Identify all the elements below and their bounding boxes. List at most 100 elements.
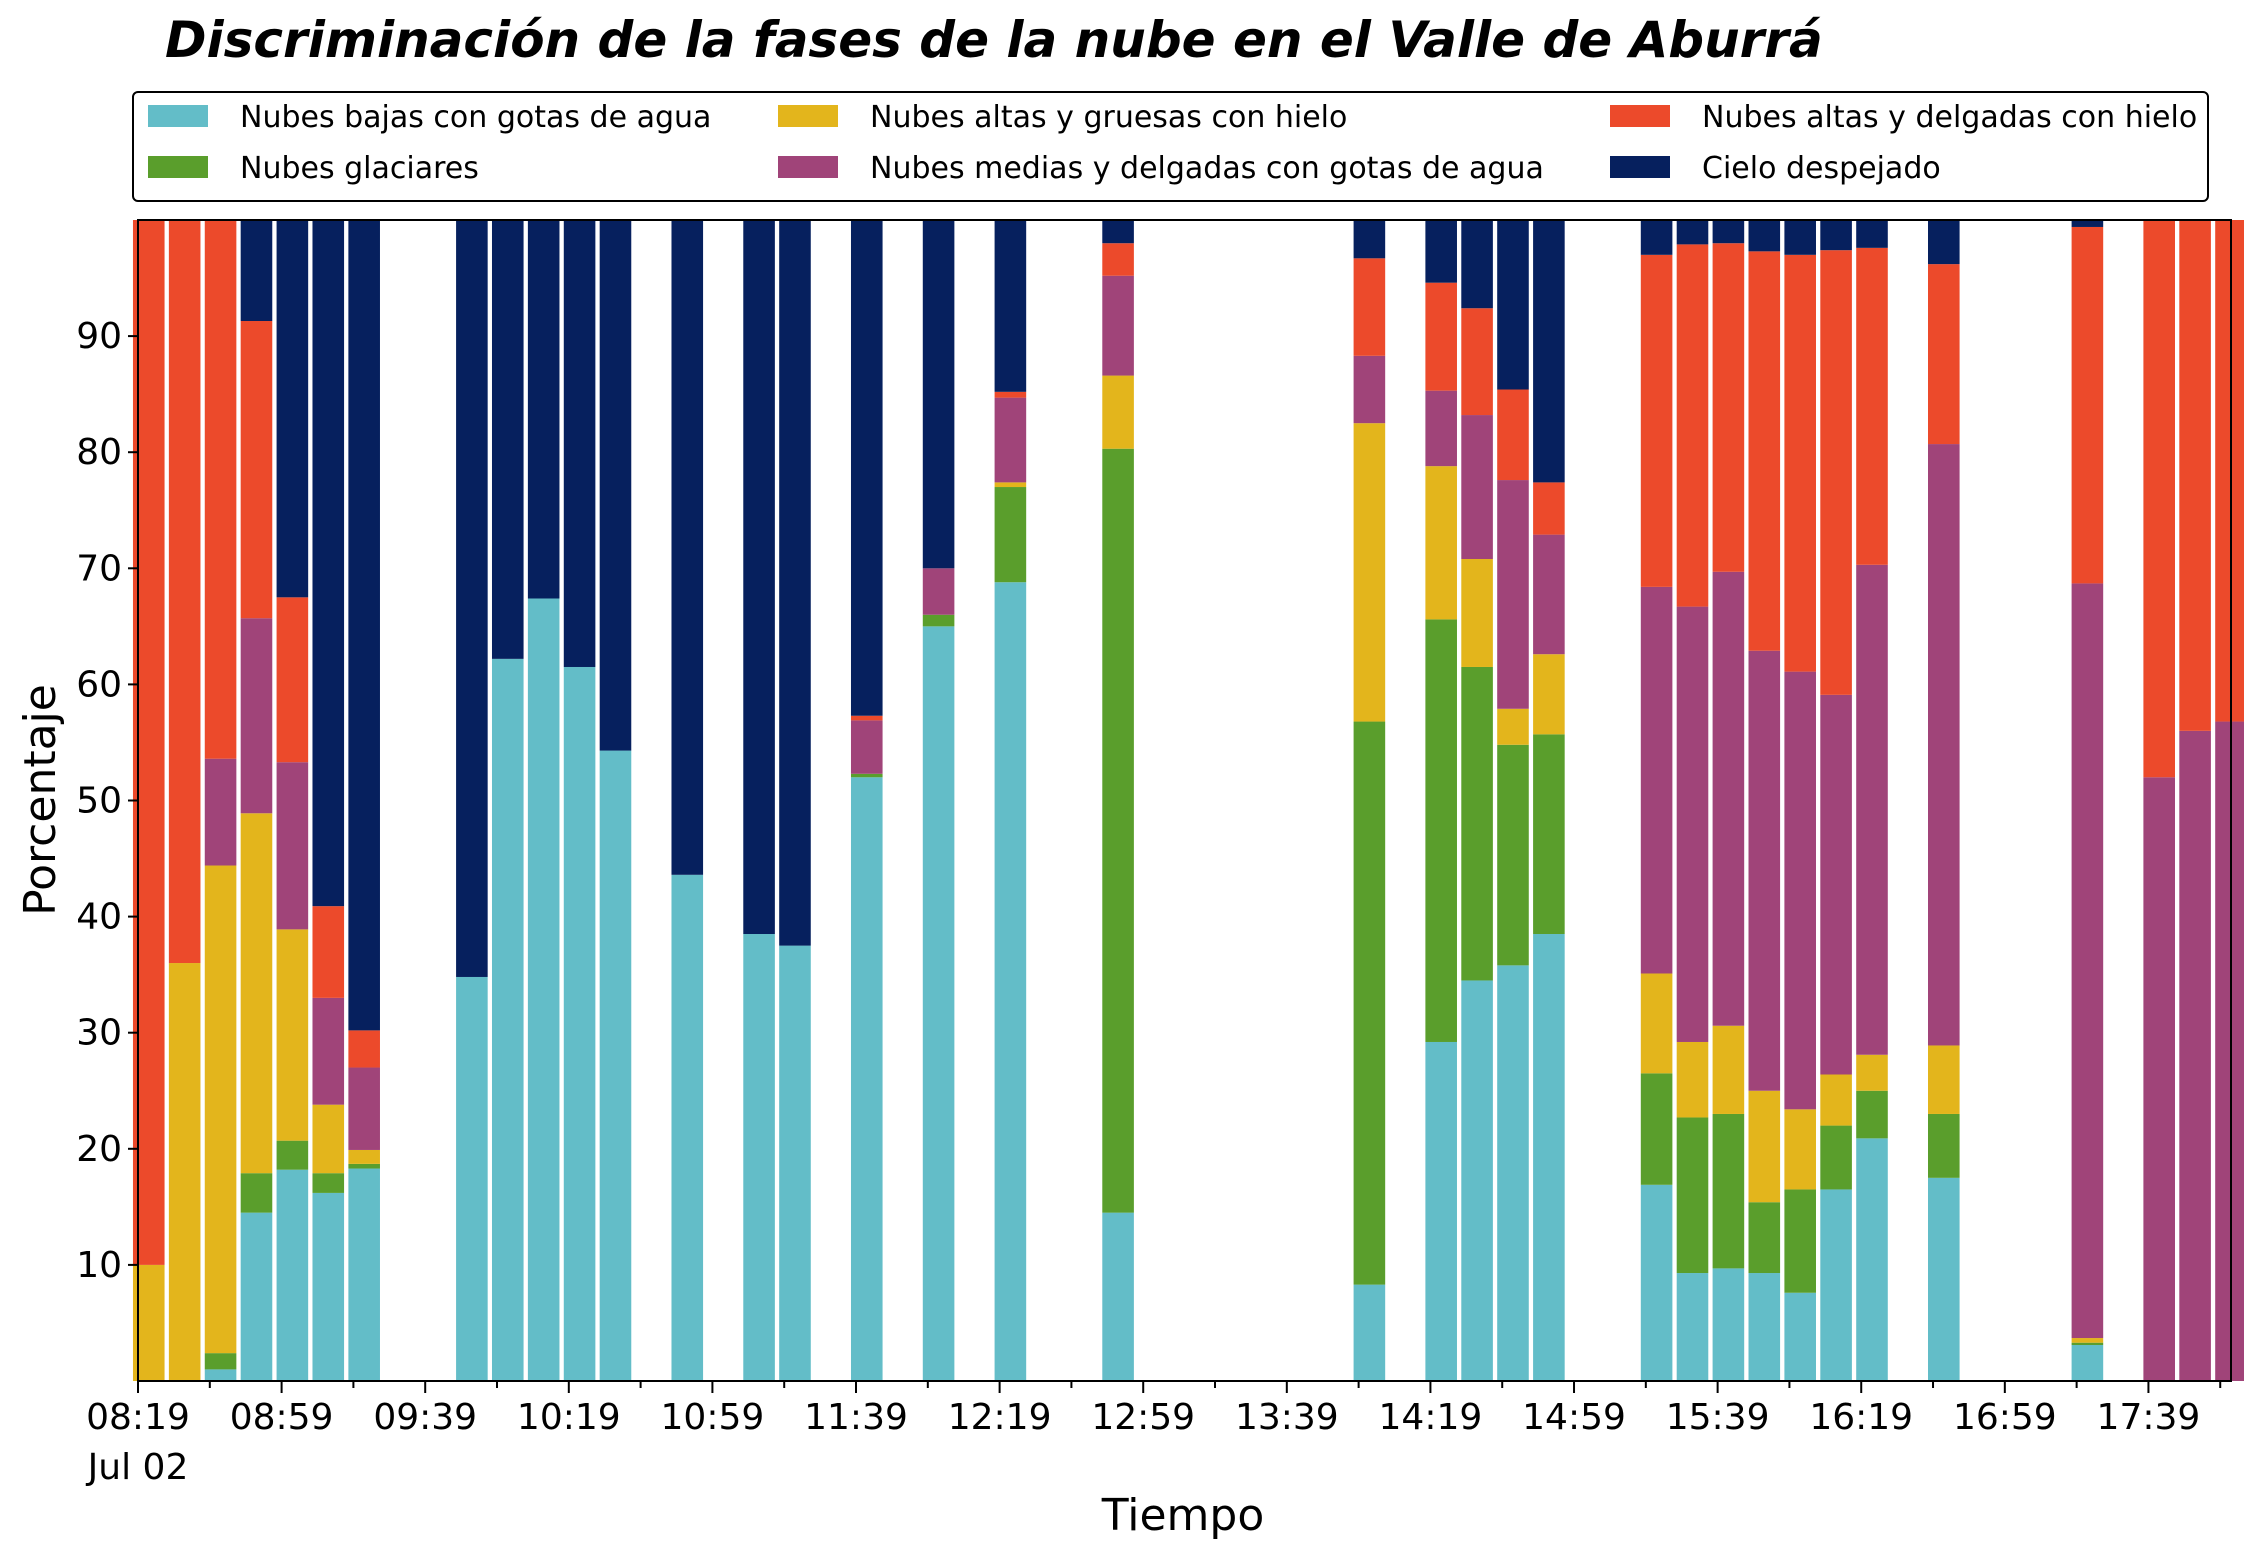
bar-segment-1612-s5 <box>1820 220 1852 251</box>
bar-segment-1402-s4 <box>1353 258 1386 356</box>
bar-segment-0922-s3 <box>348 1067 380 1150</box>
x-tick-label: 16:59 <box>1953 1397 2057 1438</box>
bar-segment-1622-s2 <box>1856 1054 1888 1091</box>
bar-segment-0832-s2 <box>168 963 201 1381</box>
bar-segment-1142-s1 <box>850 773 883 778</box>
bar-segment-1722-s1 <box>2071 1342 2104 1346</box>
y-tick-label: 80 <box>76 432 122 473</box>
bar-segment-0842-s4 <box>204 220 237 759</box>
bar-segment-1542-s2 <box>1712 1025 1745 1114</box>
legend-entry: Nubes medias y delgadas con gotas de agu… <box>870 151 1544 186</box>
bar-segment-1112-s5 <box>743 220 775 935</box>
bar-segment-0912-s1 <box>312 1173 345 1193</box>
bar-segment-1442-s2 <box>1497 708 1529 745</box>
bar-segment-0912-s4 <box>312 906 345 998</box>
bar-segment-1532-s1 <box>1676 1117 1709 1274</box>
bar-segment-1722-s3 <box>2071 583 2104 1339</box>
legend-swatch <box>148 105 208 127</box>
bar-segment-1612-s1 <box>1820 1125 1852 1190</box>
bar-segment-1522-s1 <box>1640 1073 1673 1185</box>
bar-segment-0912-s0 <box>312 1192 345 1381</box>
legend-swatch <box>1610 105 1670 127</box>
bar-segment-1602-s1 <box>1784 1189 1816 1293</box>
bar-segment-1452-s2 <box>1533 654 1565 735</box>
bar-segment-1522-s5 <box>1640 220 1673 255</box>
bar-segment-0852-s2 <box>240 813 273 1174</box>
x-date-label: Jul 02 <box>86 1447 189 1488</box>
bar-segment-0842-s0 <box>204 1369 237 1381</box>
bar-segment-0842-s1 <box>204 1353 237 1370</box>
bar-segment-0952-s5 <box>456 220 488 977</box>
bar-segment-1422-s0 <box>1425 1041 1457 1381</box>
x-tick-label: 14:19 <box>1379 1397 1483 1438</box>
y-tick-label: 70 <box>76 548 122 589</box>
bar-segment-1552-s5 <box>1748 220 1781 252</box>
bar-segment-1402-s3 <box>1353 355 1386 424</box>
bar-segment-1602-s3 <box>1784 671 1816 1110</box>
bar-segment-1642-s1 <box>1928 1113 1960 1178</box>
x-axis-label: Tiempo <box>1101 1490 1265 1541</box>
x-tick-label: 15:39 <box>1666 1397 1770 1438</box>
bar-segment-1252-s3 <box>1102 275 1134 376</box>
bar-segment-1802-s3 <box>2215 721 2244 1381</box>
legend-swatch <box>1610 156 1670 178</box>
y-tick-label: 90 <box>76 316 122 357</box>
plot-frame <box>137 219 2232 1382</box>
y-tick-label: 40 <box>76 897 122 938</box>
y-tick-label: 30 <box>76 1013 122 1054</box>
bar-segment-1722-s0 <box>2071 1345 2104 1381</box>
bar-segment-1642-s0 <box>1928 1177 1960 1381</box>
y-tick-label: 10 <box>76 1245 122 1286</box>
bar-segment-0902-s3 <box>276 762 309 930</box>
bar-segment-0902-s5 <box>276 220 309 598</box>
bar-segment-1402-s1 <box>1353 721 1386 1285</box>
bar-segment-1722-s4 <box>2071 226 2104 584</box>
bar-segment-0902-s1 <box>276 1140 309 1170</box>
legend-entry: Nubes altas y gruesas con hielo <box>870 100 1347 135</box>
bar-segment-1612-s0 <box>1820 1189 1852 1381</box>
bar-segment-1452-s0 <box>1533 934 1565 1381</box>
bar-segment-1642-s4 <box>1928 264 1960 445</box>
bar-segment-1622-s0 <box>1856 1138 1888 1381</box>
bar-segment-1602-s2 <box>1784 1109 1816 1190</box>
bar-segment-1142-s3 <box>850 720 883 774</box>
bar-segment-1802-s4 <box>2215 220 2244 722</box>
bar-segment-1552-s1 <box>1748 1202 1781 1274</box>
bar-segment-1122-s0 <box>779 945 811 1382</box>
x-tick-label: 10:59 <box>661 1397 765 1438</box>
bars-layer <box>132 220 2244 1382</box>
bar-segment-1422-s3 <box>1425 390 1457 467</box>
bar-segment-1052-s5 <box>671 220 704 875</box>
legend-entry: Nubes altas y delgadas con hielo <box>1702 100 2197 135</box>
bar-segment-1052-s0 <box>671 874 704 1381</box>
x-tick-label: 13:39 <box>1235 1397 1339 1438</box>
bar-segment-1552-s2 <box>1748 1090 1781 1203</box>
bar-segment-0912-s3 <box>312 997 345 1105</box>
bar-segment-0922-s1 <box>348 1163 380 1169</box>
bar-segment-1432-s1 <box>1461 666 1493 981</box>
x-tick-label: 14:59 <box>1522 1397 1626 1438</box>
bar-segment-0922-s0 <box>348 1168 380 1381</box>
bar-segment-1612-s2 <box>1820 1074 1852 1126</box>
x-tick-label: 16:19 <box>1809 1397 1913 1438</box>
bar-segment-1202-s3 <box>922 568 955 615</box>
bar-segment-0852-s1 <box>240 1173 273 1213</box>
bar-segment-1252-s4 <box>1102 243 1134 276</box>
bar-segment-1602-s0 <box>1784 1292 1816 1381</box>
bar-segment-1222-s3 <box>994 397 1027 483</box>
bar-segment-1622-s5 <box>1856 220 1888 248</box>
x-tick-label: 08:59 <box>230 1397 334 1438</box>
bar-segment-1522-s0 <box>1640 1184 1673 1381</box>
legend-entry: Nubes glaciares <box>240 151 479 186</box>
bar-segment-1142-s4 <box>850 715 883 721</box>
legend-swatch <box>778 156 838 178</box>
bar-segment-1222-s0 <box>994 582 1027 1381</box>
bar-segment-1552-s4 <box>1748 251 1781 651</box>
bar-segment-0902-s4 <box>276 597 309 763</box>
bar-segment-1252-s1 <box>1102 448 1134 1213</box>
bar-segment-0842-s3 <box>204 758 237 866</box>
x-tick-label: 10:19 <box>517 1397 621 1438</box>
bar-segment-1602-s4 <box>1784 254 1816 672</box>
bar-segment-0852-s3 <box>240 618 273 814</box>
